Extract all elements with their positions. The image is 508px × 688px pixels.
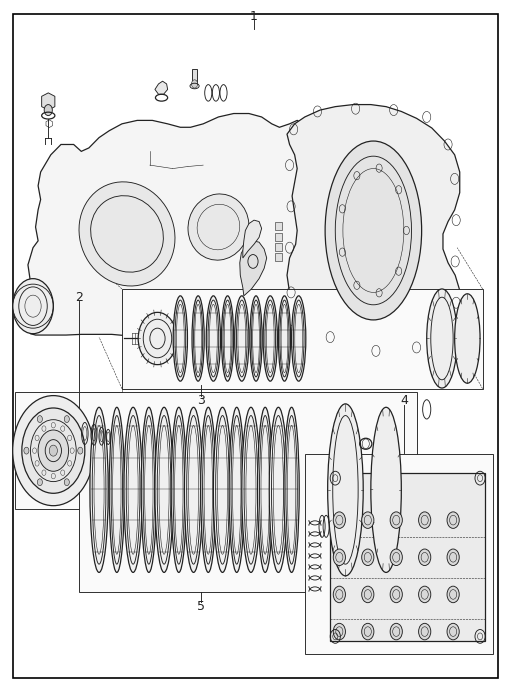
Circle shape [38,430,69,471]
Ellipse shape [455,294,480,383]
Circle shape [362,512,374,528]
Circle shape [390,586,402,603]
Ellipse shape [109,407,124,572]
Ellipse shape [242,407,260,572]
Polygon shape [284,105,460,356]
Ellipse shape [263,296,277,381]
Polygon shape [243,220,262,258]
Circle shape [447,512,459,528]
Circle shape [192,80,198,88]
Bar [275,243,282,251]
Circle shape [24,447,29,454]
Circle shape [78,447,83,454]
Circle shape [333,586,345,603]
Circle shape [138,312,177,365]
Circle shape [390,549,402,566]
Bar [192,69,197,84]
Ellipse shape [141,407,156,572]
Ellipse shape [206,296,220,381]
Ellipse shape [221,296,234,381]
Ellipse shape [201,407,216,572]
Polygon shape [155,81,168,94]
Circle shape [362,623,374,640]
Text: 1: 1 [250,10,258,23]
Ellipse shape [229,407,244,572]
Text: ⬡: ⬡ [44,119,52,129]
Polygon shape [122,289,483,389]
Polygon shape [79,392,417,592]
Bar [275,253,282,261]
Ellipse shape [258,407,273,572]
Circle shape [447,623,459,640]
Circle shape [390,512,402,528]
Ellipse shape [371,407,401,572]
Circle shape [333,623,345,640]
Circle shape [447,586,459,603]
Circle shape [49,445,57,456]
Circle shape [64,479,69,486]
Ellipse shape [328,404,363,576]
Ellipse shape [278,296,291,381]
Polygon shape [305,454,493,654]
Circle shape [333,549,345,566]
Text: 5: 5 [197,601,205,613]
Ellipse shape [235,296,249,381]
Ellipse shape [292,296,306,381]
Circle shape [64,416,69,422]
Ellipse shape [284,407,299,572]
Polygon shape [42,93,55,110]
Polygon shape [15,392,122,509]
Ellipse shape [192,296,204,381]
Ellipse shape [184,407,203,572]
Circle shape [419,586,431,603]
Ellipse shape [79,182,175,286]
Circle shape [38,416,43,422]
Circle shape [13,396,94,506]
Circle shape [362,549,374,566]
Bar [330,473,485,641]
Circle shape [419,512,431,528]
Ellipse shape [90,407,108,572]
Ellipse shape [155,407,173,572]
Ellipse shape [124,407,142,572]
Circle shape [419,623,431,640]
Polygon shape [23,114,312,337]
Circle shape [37,479,42,486]
Ellipse shape [269,407,288,572]
Text: 3: 3 [197,394,205,407]
Ellipse shape [427,289,457,388]
Polygon shape [240,241,267,296]
Circle shape [390,623,402,640]
Ellipse shape [213,407,232,572]
Circle shape [22,408,85,493]
Circle shape [419,549,431,566]
Circle shape [333,512,345,528]
Text: 4: 4 [400,394,408,407]
Circle shape [447,549,459,566]
Circle shape [44,105,52,116]
Ellipse shape [173,296,187,381]
Circle shape [13,279,53,334]
Ellipse shape [171,407,186,572]
Text: 2: 2 [75,291,83,303]
Ellipse shape [325,141,422,320]
Ellipse shape [188,194,249,260]
Circle shape [362,586,374,603]
Bar [275,222,282,230]
Bar [275,233,282,241]
Ellipse shape [250,296,262,381]
